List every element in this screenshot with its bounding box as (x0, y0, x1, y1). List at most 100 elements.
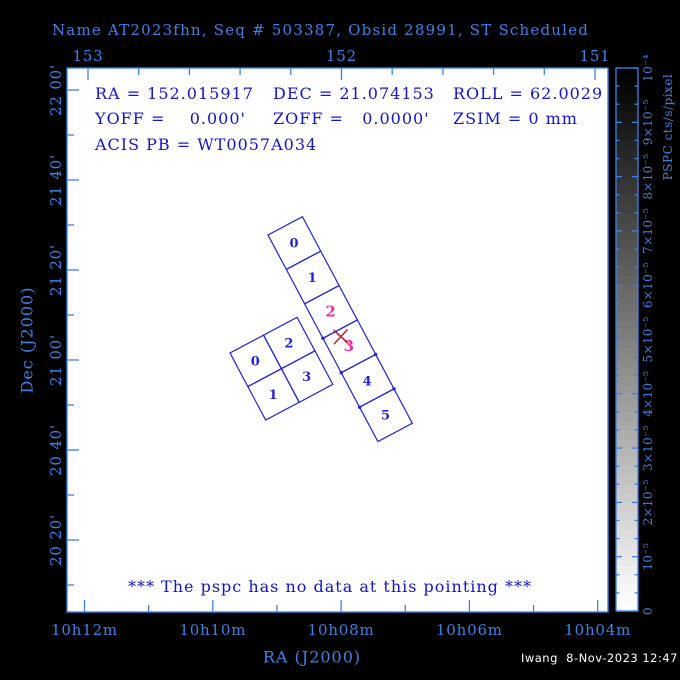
colorbar-gradient-step (616, 203, 638, 214)
chip-corner-dot (392, 387, 396, 391)
colorbar-gradient-step (616, 113, 638, 123)
colorbar-tick-label: 10⁻⁴ (641, 54, 655, 82)
bottom-axis-tick-label: 10h12m (51, 621, 118, 639)
acis-i-chip-label: 2 (284, 337, 294, 352)
left-axis-tick-label: 21 20' (47, 244, 65, 296)
info-dec: DEC = 21.074153 (273, 84, 435, 103)
colorbar-gradient-step (616, 502, 638, 513)
footer-credit: Iwang 8-Nov-2023 12:47 (520, 651, 678, 665)
acis-s-chip-5 (358, 388, 414, 443)
y-axis-title: Dec (J2000) (17, 286, 37, 394)
colorbar-tick-label: 8×10⁻⁵ (641, 154, 655, 200)
colorbar-gradient-step (616, 158, 638, 169)
colorbar-gradient-step (616, 312, 638, 322)
left-axis-tick-label: 22 00' (47, 64, 65, 116)
colorbar-gradient-step (616, 520, 638, 531)
acis-i-footprint (229, 316, 334, 421)
colorbar-gradient-step (616, 375, 638, 386)
colorbar-gradient-step (616, 294, 638, 304)
acis-i-chip-label: 3 (302, 370, 312, 385)
colorbar-gradient-step (616, 131, 638, 141)
colorbar-gradient-step (616, 267, 638, 277)
colorbar-gradient-step (616, 230, 638, 241)
info-ra: RA = 152.015917 (95, 84, 254, 103)
acis-s-footprint (267, 215, 414, 443)
colorbar-gradient-step (616, 194, 638, 205)
colorbar-gradient-step (616, 484, 638, 494)
colorbar-tick-label: 7×10⁻⁵ (641, 208, 655, 254)
bottom-axis-tick-label: 10h04m (564, 621, 631, 639)
colorbar-gradient-step (616, 466, 638, 476)
colorbar-gradient-step (616, 86, 638, 96)
colorbar-gradient-step (616, 122, 638, 132)
colorbar-gradient-step (616, 439, 638, 449)
bottom-axis-tick-label: 10h08m (308, 621, 375, 639)
acis-s-chip-label: 3 (344, 337, 355, 355)
colorbar-gradient-step (616, 547, 638, 558)
info-zoff: ZOFF = 0.0000' (273, 109, 430, 128)
info-zsim: ZSIM = 0 mm (453, 109, 578, 128)
colorbar-tick-label: 3×10⁻⁵ (641, 425, 655, 471)
chip-corner-dot (357, 405, 362, 409)
acis-i-chip-label: 0 (251, 354, 261, 369)
colorbar-gradient-step (616, 303, 638, 313)
colorbar-gradient-step (616, 239, 638, 250)
colorbar-gradient-step (616, 583, 638, 594)
colorbar-gradient-step (616, 249, 638, 259)
colorbar-gradient-step (616, 511, 638, 522)
colorbar-title: PSPC cts/s/pixel (661, 73, 675, 181)
colorbar-gradient-step (616, 276, 638, 286)
plot-frame (66, 67, 609, 613)
colorbar-tick-label: 10⁻⁵ (641, 543, 655, 571)
colorbar-gradient-step (616, 77, 638, 87)
chip-corner-dot (339, 371, 343, 375)
colorbar-gradient-step (616, 104, 638, 114)
colorbar-gradient-step (616, 149, 638, 160)
colorbar-gradient-step (616, 285, 638, 295)
colorbar-tick-label: 0 (641, 607, 655, 615)
colorbar-gradient-step (616, 448, 638, 458)
left-axis-tick-label: 21 40' (47, 154, 65, 206)
colorbar-gradient-step (616, 212, 638, 223)
left-axis-tick-label: 21 00' (47, 334, 65, 386)
colorbar-gradient-step (616, 402, 638, 413)
top-axis-tick-label: 153 (72, 47, 103, 65)
colorbar-gradient-step (616, 95, 638, 105)
colorbar-gradient-step (616, 592, 638, 603)
colorbar-tick-label: 4×10⁻⁵ (641, 371, 655, 417)
colorbar-gradient-step (616, 221, 638, 232)
colorbar-gradient-step (616, 185, 638, 196)
acis-i-chip-label: 1 (269, 388, 279, 403)
bottom-axis-tick-label: 10h10m (179, 621, 246, 639)
colorbar-gradient-step (616, 529, 638, 540)
colorbar-gradient-step (616, 258, 638, 268)
colorbar-gradient-step (616, 339, 638, 350)
colorbar-gradient-step (616, 140, 638, 151)
colorbar-gradient-step (616, 538, 638, 549)
colorbar-gradient-step (616, 457, 638, 467)
info-yoff: YOFF = 0.000' (95, 109, 246, 128)
colorbar-gradient-step (616, 330, 638, 341)
colorbar-gradient-step (616, 68, 638, 78)
colorbar-gradient-step (616, 167, 638, 178)
colorbar-tick-label: 6×10⁻⁵ (641, 262, 655, 308)
acis-s-chip-label: 5 (381, 409, 391, 424)
aimpoint-x-marker (333, 328, 349, 345)
colorbar-gradient-step (616, 176, 638, 187)
top-axis-tick-label: 152 (326, 47, 357, 65)
plot-title: Name AT2023fhn, Seq # 503387, Obsid 2899… (51, 21, 589, 39)
colorbar-tick-label: 5×10⁻⁵ (641, 317, 655, 363)
colorbar-gradient-step (616, 420, 638, 431)
acis-i-chip-3 (280, 350, 334, 404)
x-axis-title: RA (J2000) (262, 647, 362, 667)
colorbar-gradient-step (616, 357, 638, 368)
info-roll: ROLL = 62.0029 (453, 84, 604, 103)
colorbar-tick-label: 9×10⁻⁵ (641, 99, 655, 145)
left-axis-tick-label: 20 40' (47, 424, 65, 476)
no-data-message: *** The pspc has no data at this pointin… (127, 577, 533, 596)
left-axis-tick-label: 20 20' (47, 514, 65, 566)
colorbar-gradient-step (616, 321, 638, 332)
info-acis-pb: ACIS PB = WT0057A034 (95, 135, 318, 154)
